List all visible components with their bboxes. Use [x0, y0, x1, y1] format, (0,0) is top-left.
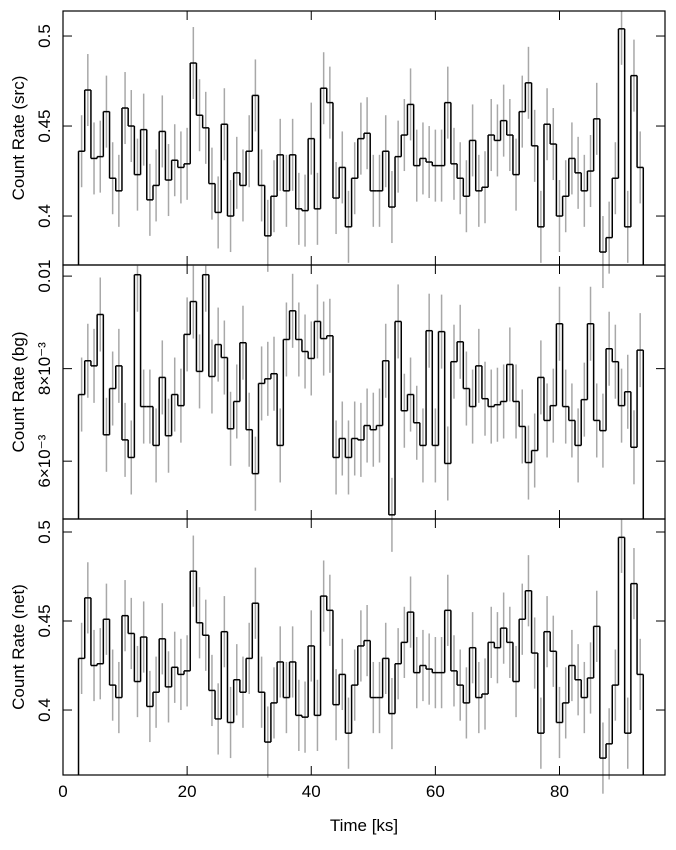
y-tick-label: 0.45	[35, 604, 54, 637]
x-tick-label: 80	[550, 782, 569, 801]
y-axis-label: Count Rate (src)	[9, 76, 28, 201]
y-tick-label: 0.5	[35, 24, 54, 48]
y-axis-label: Count Rate (bg)	[9, 332, 28, 453]
y-tick-label: 0.5	[35, 520, 54, 544]
plot-frame	[62, 518, 666, 776]
y-tick-label: 0.01	[35, 260, 54, 293]
x-tick-label: 60	[426, 782, 445, 801]
x-axis-label: Time [ks]	[330, 816, 398, 835]
y-tick-label: 6×10⁻³	[35, 434, 54, 487]
x-tick-label: 0	[58, 782, 67, 801]
y-tick-label: 0.4	[35, 698, 54, 722]
y-tick-label: 8×10⁻³	[35, 342, 54, 395]
y-tick-label: 0.45	[35, 109, 54, 142]
x-tick-label: 20	[178, 782, 197, 801]
plot-frame	[62, 264, 666, 520]
y-tick-label: 0.4	[35, 204, 54, 228]
y-axis-label: Count Rate (net)	[9, 584, 28, 710]
x-tick-label: 40	[302, 782, 321, 801]
